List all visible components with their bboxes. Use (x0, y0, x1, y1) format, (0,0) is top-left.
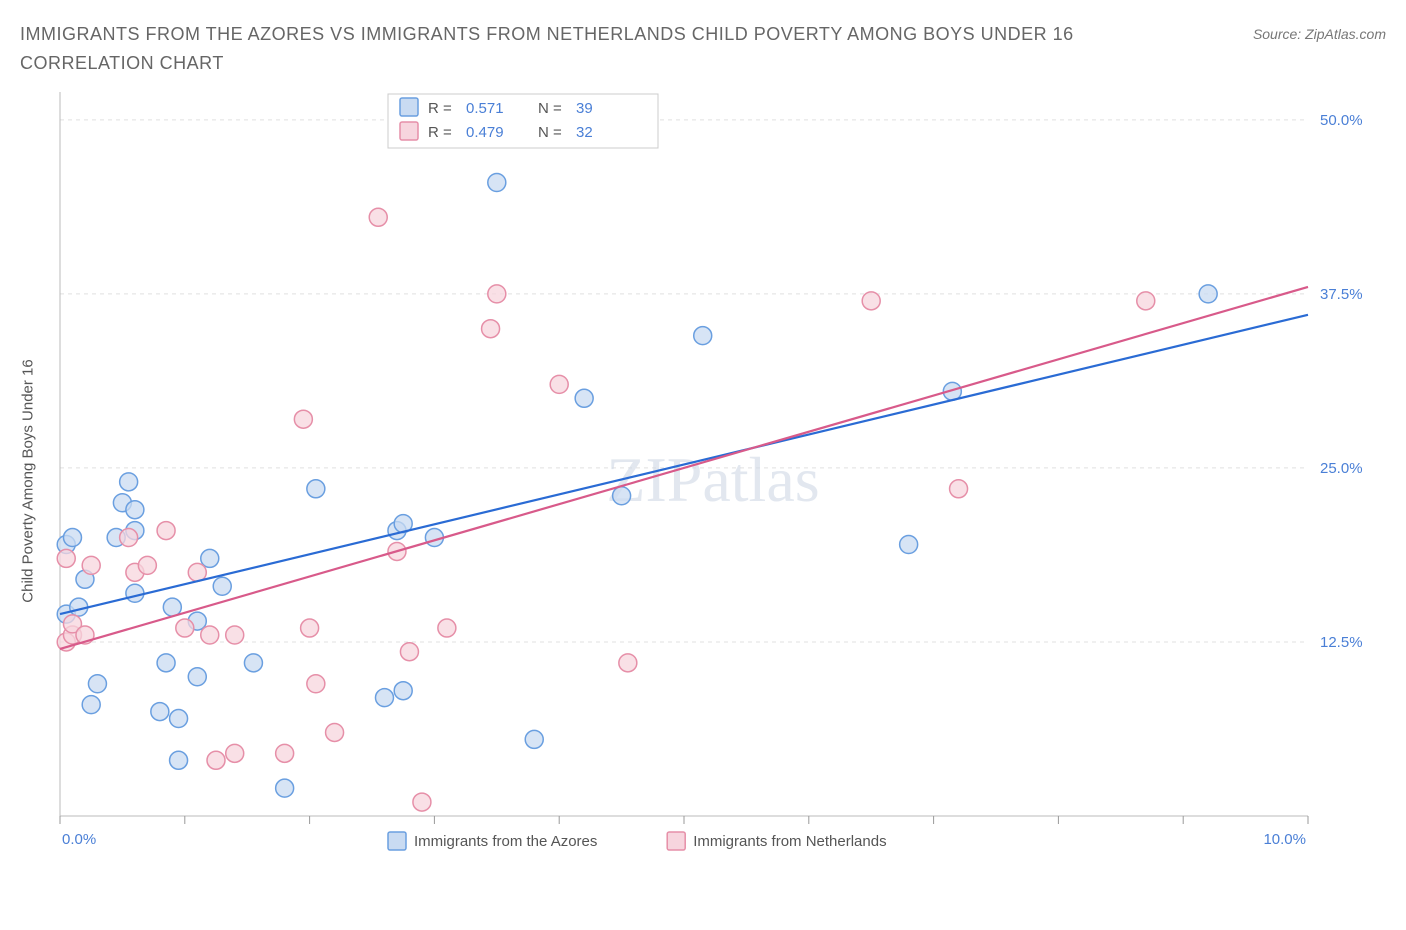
scatter-point (176, 619, 194, 637)
legend-n-label: N = (538, 124, 562, 141)
legend-r-value: 0.479 (466, 124, 504, 141)
legend-r-label: R = (428, 100, 452, 117)
bottom-legend-swatch (388, 832, 406, 850)
scatter-point (375, 688, 393, 706)
scatter-point (276, 779, 294, 797)
chart-container: IMMIGRANTS FROM THE AZORES VS IMMIGRANTS… (20, 20, 1386, 910)
legend-swatch (400, 122, 418, 140)
scatter-point (188, 667, 206, 685)
scatter-point (120, 472, 138, 490)
trend-line (60, 314, 1308, 613)
scatter-point (900, 535, 918, 553)
bottom-legend-swatch (667, 832, 685, 850)
scatter-point (213, 577, 231, 595)
legend-r-value: 0.571 (466, 100, 504, 117)
y-axis-label: Child Poverty Among Boys Under 16 (20, 359, 37, 602)
legend-n-label: N = (538, 100, 562, 117)
scatter-point (82, 695, 100, 713)
scatter-point (1199, 284, 1217, 302)
scatter-point (207, 751, 225, 769)
scatter-point (950, 479, 968, 497)
scatter-point (138, 556, 156, 574)
scatter-point (82, 556, 100, 574)
y-tick-label: 25.0% (1320, 460, 1363, 477)
scatter-point (369, 208, 387, 226)
scatter-point (157, 653, 175, 671)
scatter-point (276, 744, 294, 762)
scatter-point (157, 521, 175, 539)
scatter-point (1137, 291, 1155, 309)
legend-r-label: R = (428, 124, 452, 141)
scatter-point (126, 500, 144, 518)
scatter-point (326, 723, 344, 741)
scatter-point (88, 674, 106, 692)
scatter-point (550, 375, 568, 393)
scatter-point (201, 549, 219, 567)
scatter-point (307, 674, 325, 692)
scatter-point (394, 681, 412, 699)
y-tick-label: 50.0% (1320, 111, 1363, 128)
title-row: IMMIGRANTS FROM THE AZORES VS IMMIGRANTS… (20, 20, 1386, 78)
scatter-point (226, 626, 244, 644)
scatter-point (301, 619, 319, 637)
scatter-point (413, 793, 431, 811)
legend-n-value: 39 (576, 100, 593, 117)
scatter-plot: 12.5% 25.0% 37.5% 50.0% 0.0% 10.0% ZIPatlas R =… (48, 86, 1378, 876)
scatter-point (613, 486, 631, 504)
scatter-point (619, 653, 637, 671)
scatter-point (482, 319, 500, 337)
y-tick-label: 37.5% (1320, 285, 1363, 302)
scatter-point (170, 751, 188, 769)
y-tick-label: 12.5% (1320, 634, 1363, 651)
scatter-point (488, 173, 506, 191)
legend-swatch (400, 98, 418, 116)
plot-area: Child Poverty Among Boys Under 16 12.5%2… (48, 86, 1378, 876)
scatter-point (525, 730, 543, 748)
scatter-point (226, 744, 244, 762)
scatter-point (575, 389, 593, 407)
bottom-legend-label: Immigrants from Netherlands (693, 833, 886, 850)
source-label: Source: ZipAtlas.com (1253, 20, 1386, 42)
x-tick-label: 0.0% (62, 831, 96, 848)
scatter-point (244, 653, 262, 671)
scatter-point (63, 528, 81, 546)
scatter-point (694, 326, 712, 344)
bottom-legend-label: Immigrants from the Azores (414, 833, 597, 850)
watermark: ZIPatlas (606, 444, 819, 515)
scatter-point (862, 291, 880, 309)
scatter-point (126, 584, 144, 602)
scatter-point (488, 284, 506, 302)
scatter-point (151, 702, 169, 720)
chart-title: IMMIGRANTS FROM THE AZORES VS IMMIGRANTS… (20, 20, 1120, 78)
scatter-point (201, 626, 219, 644)
scatter-point (400, 642, 418, 660)
x-tick-label: 10.0% (1263, 831, 1306, 848)
scatter-point (438, 619, 456, 637)
scatter-point (307, 479, 325, 497)
scatter-point (170, 709, 188, 727)
scatter-point (294, 410, 312, 428)
scatter-point (120, 528, 138, 546)
scatter-point (57, 549, 75, 567)
legend-n-value: 32 (576, 124, 593, 141)
